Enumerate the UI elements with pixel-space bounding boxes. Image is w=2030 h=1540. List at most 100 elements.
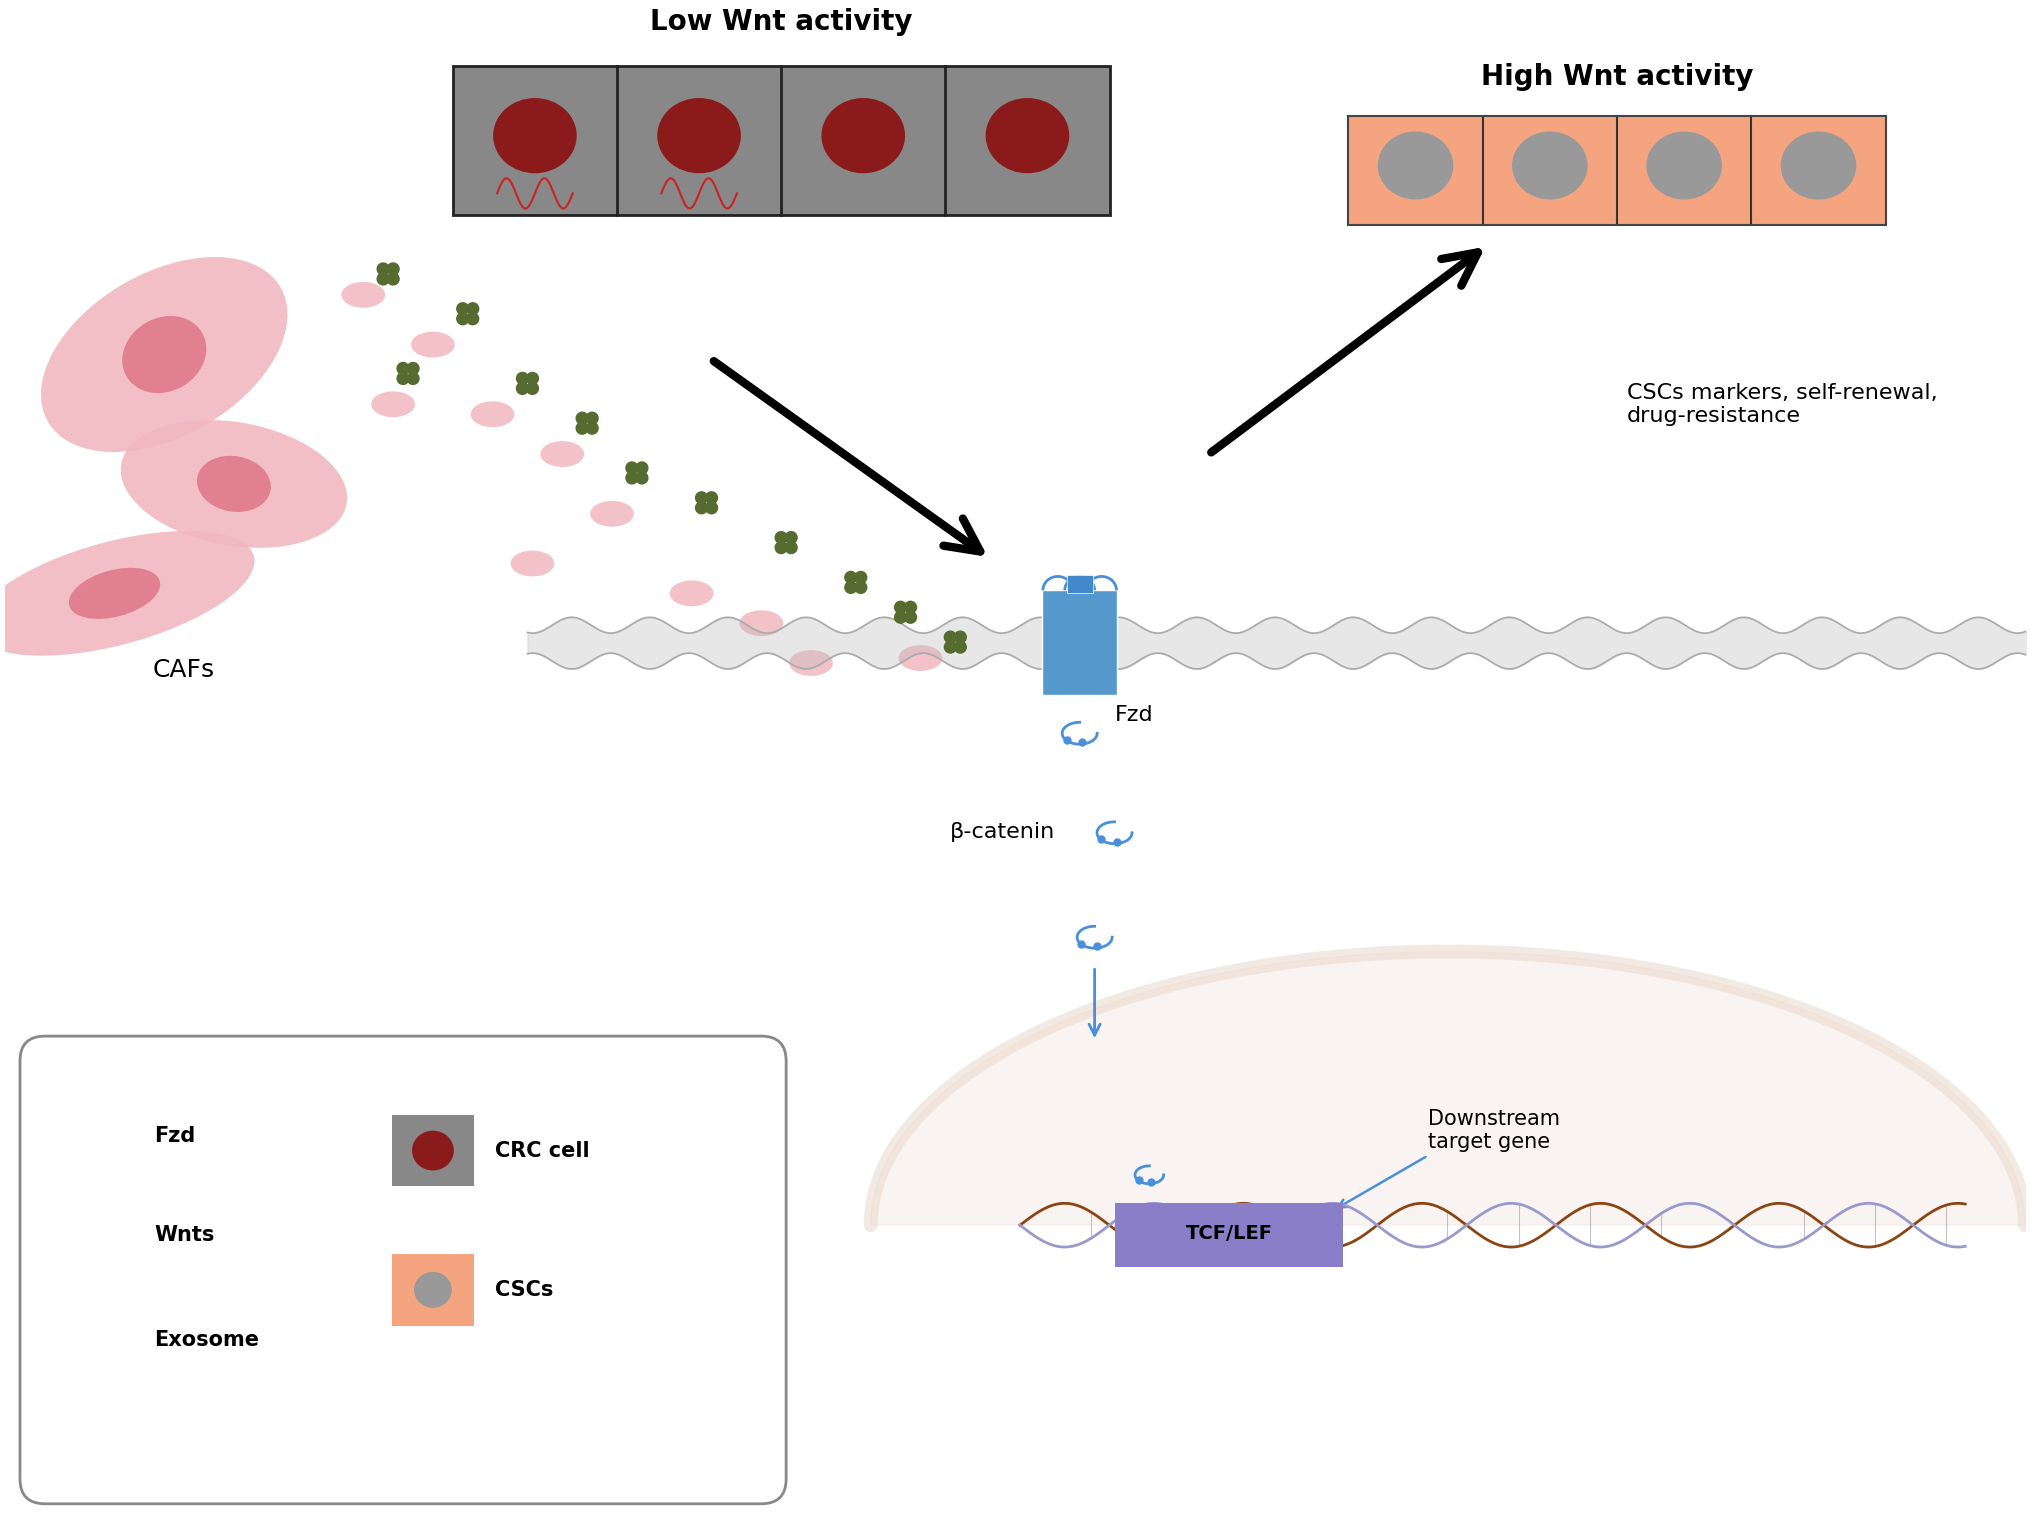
Circle shape — [903, 601, 916, 613]
Text: CSCs markers, self-renewal,
drug-resistance: CSCs markers, self-renewal, drug-resista… — [1626, 383, 1937, 427]
Ellipse shape — [658, 99, 741, 174]
FancyBboxPatch shape — [944, 66, 1108, 216]
Ellipse shape — [412, 1130, 453, 1170]
Ellipse shape — [120, 420, 347, 548]
Circle shape — [775, 542, 788, 553]
Ellipse shape — [790, 650, 832, 676]
Circle shape — [893, 611, 905, 624]
Text: CRC cell: CRC cell — [495, 1141, 589, 1161]
Ellipse shape — [897, 645, 942, 671]
Circle shape — [635, 471, 648, 484]
Ellipse shape — [63, 1321, 126, 1358]
Circle shape — [406, 373, 418, 385]
Text: Exosome: Exosome — [154, 1329, 260, 1349]
Text: CSCs: CSCs — [495, 1280, 552, 1300]
FancyBboxPatch shape — [782, 66, 944, 216]
Circle shape — [694, 491, 706, 504]
Circle shape — [704, 491, 717, 504]
Text: β-catenin: β-catenin — [950, 822, 1056, 842]
Circle shape — [855, 582, 867, 593]
Circle shape — [77, 1232, 91, 1246]
Text: Low Wnt activity: Low Wnt activity — [650, 8, 911, 35]
Circle shape — [625, 471, 637, 484]
Circle shape — [406, 362, 418, 374]
FancyBboxPatch shape — [1616, 116, 1750, 225]
Circle shape — [775, 531, 788, 544]
Ellipse shape — [510, 551, 554, 576]
FancyBboxPatch shape — [1114, 1203, 1342, 1267]
Ellipse shape — [197, 456, 270, 511]
Text: CAFs: CAFs — [152, 658, 215, 682]
Circle shape — [398, 373, 408, 385]
FancyBboxPatch shape — [1482, 116, 1616, 225]
FancyBboxPatch shape — [392, 1115, 473, 1186]
Ellipse shape — [1510, 131, 1587, 200]
Ellipse shape — [591, 500, 633, 527]
FancyBboxPatch shape — [453, 66, 617, 216]
Ellipse shape — [670, 581, 713, 607]
Circle shape — [526, 382, 538, 394]
FancyBboxPatch shape — [1348, 116, 1482, 225]
Text: Downstream
target gene: Downstream target gene — [1427, 1109, 1559, 1152]
Ellipse shape — [371, 391, 414, 417]
Circle shape — [625, 462, 637, 474]
Ellipse shape — [414, 1272, 451, 1307]
Ellipse shape — [341, 282, 386, 308]
Circle shape — [903, 611, 916, 624]
Text: Fzd: Fzd — [1114, 705, 1153, 725]
Circle shape — [378, 273, 390, 285]
Circle shape — [786, 542, 796, 553]
Circle shape — [457, 303, 469, 314]
Ellipse shape — [69, 568, 160, 619]
Circle shape — [704, 502, 717, 514]
Circle shape — [844, 571, 857, 584]
Circle shape — [87, 1232, 102, 1246]
Circle shape — [467, 303, 479, 314]
Text: Wnts: Wnts — [154, 1226, 215, 1246]
Circle shape — [635, 462, 648, 474]
Circle shape — [577, 422, 589, 434]
Circle shape — [786, 531, 796, 544]
Bar — [1041, 590, 1117, 695]
Circle shape — [526, 373, 538, 385]
Circle shape — [398, 362, 408, 374]
Circle shape — [694, 502, 706, 514]
Circle shape — [954, 631, 966, 644]
Ellipse shape — [122, 316, 207, 393]
Circle shape — [388, 263, 398, 276]
Circle shape — [467, 313, 479, 325]
Circle shape — [954, 641, 966, 653]
Circle shape — [388, 273, 398, 285]
Ellipse shape — [0, 531, 254, 656]
Circle shape — [587, 413, 597, 424]
Ellipse shape — [1646, 131, 1721, 200]
Ellipse shape — [1376, 131, 1453, 200]
Circle shape — [457, 313, 469, 325]
Circle shape — [516, 382, 528, 394]
Ellipse shape — [540, 440, 585, 467]
Ellipse shape — [1780, 131, 1855, 200]
Ellipse shape — [985, 99, 1068, 174]
Circle shape — [587, 422, 597, 434]
Circle shape — [577, 413, 589, 424]
Ellipse shape — [471, 402, 514, 427]
Circle shape — [516, 373, 528, 385]
Polygon shape — [871, 952, 2024, 1226]
Bar — [1066, 576, 1092, 593]
FancyBboxPatch shape — [617, 66, 782, 216]
FancyBboxPatch shape — [392, 1254, 473, 1326]
Ellipse shape — [410, 331, 455, 357]
FancyBboxPatch shape — [20, 1036, 786, 1503]
Text: High Wnt activity: High Wnt activity — [1480, 63, 1752, 91]
Circle shape — [855, 571, 867, 584]
Ellipse shape — [820, 99, 905, 174]
FancyBboxPatch shape — [1750, 116, 1884, 225]
Circle shape — [944, 631, 956, 644]
Circle shape — [378, 263, 390, 276]
Ellipse shape — [739, 610, 784, 636]
Ellipse shape — [41, 257, 288, 453]
Circle shape — [944, 641, 956, 653]
Circle shape — [77, 1223, 91, 1237]
Text: TCF/LEF: TCF/LEF — [1186, 1224, 1273, 1243]
Circle shape — [844, 582, 857, 593]
